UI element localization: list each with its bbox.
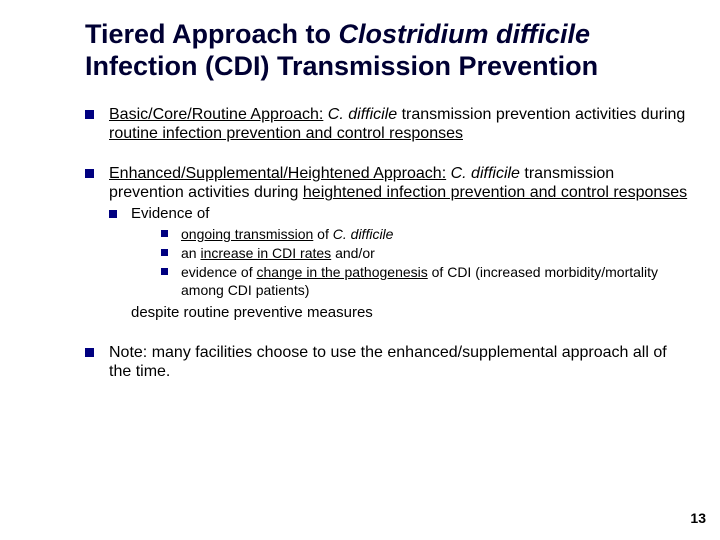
bullet-evidence-item-1: an increase in CDI rates and/or: [161, 244, 692, 262]
bullet-enhanced: Enhanced/Supplemental/Heightened Approac…: [85, 164, 692, 203]
bullet-basic: Basic/Core/Routine Approach: C. difficil…: [85, 105, 692, 144]
slide-title: Tiered Approach to Clostridium difficile…: [85, 18, 692, 83]
bullet-evidence: Evidence of: [109, 205, 692, 224]
bullet-list: Basic/Core/Routine Approach: C. difficil…: [85, 105, 692, 382]
bullet-basic-rest-u: routine infection prevention and control…: [109, 125, 463, 142]
bullet-enh-lead: Enhanced/Supplemental/Heightened Approac…: [109, 165, 446, 182]
bullet-enh-italic: C. difficile: [451, 165, 520, 182]
despite-line: despite routine preventive measures: [131, 303, 692, 323]
evidence-label: Evidence of: [131, 205, 209, 222]
bullet-enh-rest-u: heightened infection prevention and cont…: [303, 184, 687, 201]
bullet-evidence-item-2: evidence of change in the pathogenesis o…: [161, 263, 692, 299]
bullet-basic-lead: Basic/Core/Routine Approach:: [109, 106, 323, 123]
bullet-basic-rest1: transmission prevention activities durin…: [397, 106, 685, 123]
bullet-note: Note: many facilities choose to use the …: [85, 343, 692, 382]
slide: Tiered Approach to Clostridium difficile…: [0, 0, 720, 392]
page-number: 13: [690, 510, 706, 526]
title-pre: Tiered Approach to: [85, 19, 339, 49]
bullet-evidence-item-0: ongoing transmission of C. difficile: [161, 225, 692, 243]
note-text: Note: many facilities choose to use the …: [109, 344, 667, 381]
title-post: Infection (CDI) Transmission Prevention: [85, 51, 598, 81]
title-italic: Clostridium difficile: [339, 19, 591, 49]
bullet-basic-italic: C. difficile: [328, 106, 397, 123]
